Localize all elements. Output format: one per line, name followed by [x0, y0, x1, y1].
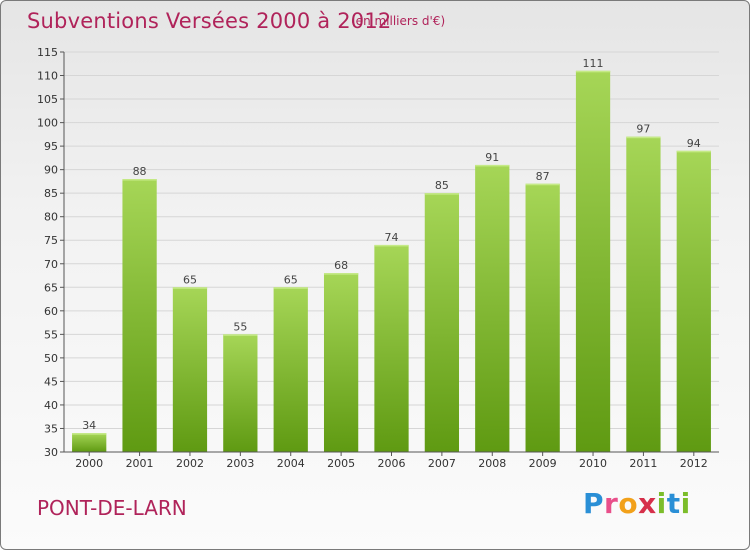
y-tick-label: 115	[37, 46, 58, 59]
x-tick-label: 2000	[75, 457, 103, 470]
x-tick-label: 2002	[176, 457, 204, 470]
bar-top-highlight	[223, 334, 258, 336]
data-label: 85	[435, 179, 449, 192]
data-label: 65	[183, 273, 197, 286]
logo-letter: i	[656, 487, 667, 520]
logo-letter: P	[583, 487, 605, 520]
data-label: 74	[385, 231, 399, 244]
x-tick-label: 2004	[277, 457, 305, 470]
x-tick-label: 2005	[327, 457, 355, 470]
bar-top-highlight	[475, 164, 510, 167]
bar-top-highlight	[525, 183, 560, 186]
x-tick-label: 2010	[579, 457, 607, 470]
bars	[72, 70, 711, 453]
y-tick-label: 100	[37, 117, 58, 130]
logo-letter: r	[604, 487, 619, 520]
logo-letter: o	[618, 487, 639, 520]
x-tick-label: 2006	[378, 457, 406, 470]
bar	[374, 244, 409, 452]
x-tick-label: 2012	[680, 457, 708, 470]
data-label: 88	[133, 165, 147, 178]
chart-subtitle: (en milliers d'€)	[351, 14, 446, 28]
y-tick-label: 65	[44, 281, 58, 294]
logo-letter: x	[638, 487, 657, 520]
y-tick-label: 75	[44, 234, 58, 247]
y-tick-label: 90	[44, 164, 58, 177]
bar-top-highlight	[323, 273, 359, 275]
y-tick-label: 40	[44, 399, 58, 412]
proxiti-logo: Proxiti	[583, 487, 691, 520]
x-tick-label: 2007	[428, 457, 456, 470]
logo-letter: t	[666, 487, 681, 520]
data-label: 65	[284, 273, 298, 286]
bar	[424, 193, 460, 453]
bar	[223, 334, 258, 452]
data-label: 87	[536, 170, 550, 183]
x-tick-label: 2009	[529, 457, 557, 470]
labels: 30 35 40 45 50 55 60 65 70 75 80 85 90 95 100 105 110 115…	[37, 46, 708, 470]
data-label: 55	[233, 320, 247, 333]
bar	[475, 164, 510, 453]
bar-top-highlight	[676, 150, 711, 153]
bar-top-highlight	[172, 287, 208, 289]
bar	[626, 136, 661, 453]
data-label: 94	[687, 137, 701, 150]
y-tick-label: 95	[44, 140, 58, 153]
bar	[172, 287, 208, 452]
y-tick-label: 45	[44, 375, 58, 388]
bar	[72, 433, 107, 452]
bar-top-highlight	[273, 287, 308, 289]
x-tick-label: 2001	[126, 457, 154, 470]
commune-name: PONT-DE-LARN	[37, 496, 187, 520]
y-tick-label: 85	[44, 187, 58, 200]
axes	[60, 51, 719, 456]
y-tick-label: 80	[44, 211, 58, 224]
y-tick-label: 105	[37, 93, 58, 106]
bar	[575, 70, 611, 452]
bar-top-highlight	[122, 179, 157, 181]
x-tick-label: 2003	[226, 457, 254, 470]
y-tick-label: 60	[44, 305, 58, 318]
bar-top-highlight	[374, 244, 409, 247]
data-label: 97	[636, 123, 650, 136]
y-tick-label: 55	[44, 328, 58, 341]
bar-top-highlight	[626, 136, 661, 139]
x-tick-label: 2008	[478, 457, 506, 470]
bar	[122, 179, 157, 452]
chart-title: Subventions Versées 2000 à 2012	[27, 9, 392, 33]
bar-top-highlight	[72, 433, 107, 435]
bar	[323, 273, 359, 452]
data-label: 91	[485, 151, 499, 164]
logo-letter: i	[680, 487, 691, 520]
y-tick-label: 70	[44, 258, 58, 271]
bar	[273, 287, 308, 452]
bar-top-highlight	[575, 70, 611, 73]
y-tick-label: 35	[44, 422, 58, 435]
y-tick-label: 50	[44, 352, 58, 365]
bar	[676, 150, 711, 452]
y-tick-label: 110	[37, 70, 58, 83]
x-tick-label: 2011	[629, 457, 657, 470]
data-label: 111	[583, 57, 604, 70]
bar	[525, 183, 560, 452]
y-tick-label: 30	[44, 446, 58, 459]
bar-top-highlight	[424, 193, 460, 195]
data-label: 34	[82, 419, 96, 432]
data-label: 68	[334, 259, 348, 272]
